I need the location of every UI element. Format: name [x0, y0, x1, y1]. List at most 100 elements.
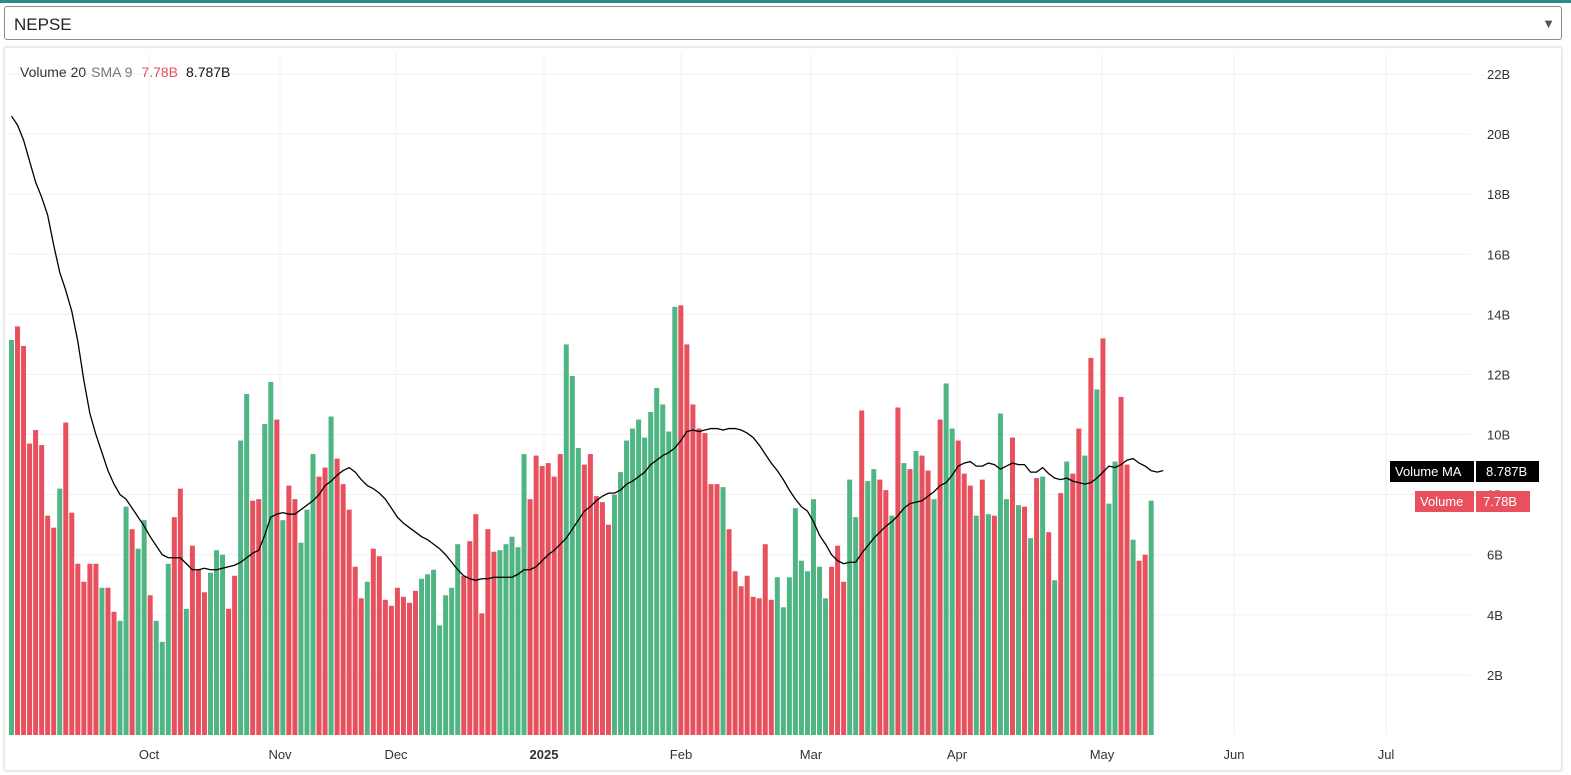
volume-bar: [262, 424, 268, 735]
volume-bar: [859, 410, 865, 735]
volume-bar: [328, 416, 334, 735]
x-tick-label: Mar: [800, 747, 823, 762]
volume-bar: [497, 550, 503, 735]
volume-bar: [569, 375, 575, 735]
volume-bar: [370, 548, 376, 735]
volume-bar: [871, 469, 877, 735]
volume-bar: [612, 494, 617, 735]
volume-bar: [352, 566, 358, 735]
volume-bar: [997, 413, 1003, 735]
volume-bar: [835, 545, 841, 735]
volume-chart[interactable]: 2B4B6B8B10B12B14B16B18B20B22B OctNovDec2…: [5, 48, 1561, 770]
volume-bar: [310, 454, 316, 735]
volume-bar: [883, 490, 889, 735]
volume-bar: [141, 520, 147, 735]
volume-bar: [413, 590, 419, 735]
volume-bar: [1112, 461, 1118, 735]
volume-bar: [135, 548, 141, 735]
volume-bar: [346, 509, 352, 735]
volume-bar: [63, 422, 69, 735]
volume-bar: [153, 620, 159, 735]
y-tick-label: 22B: [1487, 67, 1510, 82]
volume-bar: [642, 437, 648, 735]
volume-bar: [1076, 428, 1082, 735]
x-tick-label: Feb: [670, 747, 692, 762]
volume-bar: [382, 599, 388, 735]
volume-bar: [684, 344, 690, 735]
volume-bar: [648, 412, 654, 735]
volume-bar: [521, 454, 527, 735]
volume-bar: [732, 571, 738, 735]
volume-bar: [1064, 461, 1070, 735]
y-tick-label: 6B: [1487, 548, 1503, 563]
volume-bar: [720, 487, 726, 735]
x-axis: Oct Nov Dec 2025 Feb Mar Apr May Jun Jul: [139, 747, 1395, 762]
volume-bar: [39, 445, 45, 735]
volume-bar: [1130, 539, 1136, 735]
volume-bar: [1094, 389, 1100, 735]
volume-bar: [177, 488, 183, 735]
legend-ma-value: 8.787B: [186, 64, 230, 80]
volume-bar: [99, 587, 105, 735]
volume-bar: [979, 479, 985, 735]
volume-bar: [630, 428, 636, 735]
volume-bar: [1028, 538, 1034, 735]
volume-bar: [81, 581, 87, 735]
volume-bar: [660, 404, 666, 735]
volume-bar: [702, 433, 708, 735]
volume-bar: [1100, 338, 1106, 735]
volume-bar: [57, 488, 63, 735]
volume-bar: [33, 430, 39, 735]
volume-bar: [419, 578, 425, 735]
volume-bar: [431, 569, 437, 735]
volume-bar: [232, 575, 238, 735]
volume-bar: [1082, 455, 1088, 735]
volume-bar: [539, 466, 545, 735]
volume-bar: [75, 563, 81, 735]
volume-bar: [304, 509, 310, 735]
volume-bar: [15, 326, 21, 735]
symbol-selector[interactable]: NEPSE ▼: [4, 6, 1562, 40]
volume-bar: [491, 551, 497, 735]
top-accent-rule: [0, 0, 1571, 3]
volume-bar: [949, 428, 955, 735]
ma-value-badge: Volume MA 8.787B: [1390, 461, 1539, 482]
volume-bar: [189, 545, 195, 735]
volume-bar: [388, 605, 394, 735]
volume-bar: [605, 524, 611, 735]
volume-bar: [298, 542, 304, 735]
volume-bar: [334, 458, 340, 735]
volume-bar: [991, 515, 997, 735]
volume-bar: [69, 512, 75, 735]
volume-bar: [654, 387, 660, 735]
volume-bar: [425, 574, 431, 735]
volume-bar: [937, 419, 943, 735]
volume-bar: [171, 517, 177, 735]
volume-bar: [226, 608, 232, 735]
volume-bar: [557, 454, 563, 735]
volume-bar: [1124, 464, 1130, 735]
volume-chart-panel[interactable]: 2B4B6B8B10B12B14B16B18B20B22B OctNovDec2…: [4, 47, 1562, 771]
volume-bar: [286, 485, 292, 735]
volume-bar: [955, 440, 961, 735]
volume-bar: [27, 443, 33, 735]
y-tick-label: 2B: [1487, 668, 1503, 683]
volume-bar: [575, 448, 581, 735]
chevron-down-icon[interactable]: ▼: [1542, 16, 1555, 31]
x-tick-label: Dec: [384, 747, 408, 762]
volume-bar: [931, 499, 937, 735]
x-tick-label: Jun: [1224, 747, 1245, 762]
volume-bar: [714, 484, 720, 735]
volume-bar: [322, 467, 328, 735]
volume-bar: [220, 554, 226, 735]
volume-bar: [1046, 532, 1052, 735]
volume-bar: [105, 587, 111, 735]
volume-badge-label: Volume: [1420, 494, 1463, 509]
x-tick-label: Jul: [1378, 747, 1395, 762]
ma-line-path: [10, 115, 1164, 581]
x-tick-label: Apr: [947, 747, 968, 762]
y-tick-label: 16B: [1487, 247, 1510, 262]
y-tick-label: 4B: [1487, 608, 1503, 623]
volume-bar: [696, 428, 702, 735]
volume-bar: [256, 499, 262, 735]
